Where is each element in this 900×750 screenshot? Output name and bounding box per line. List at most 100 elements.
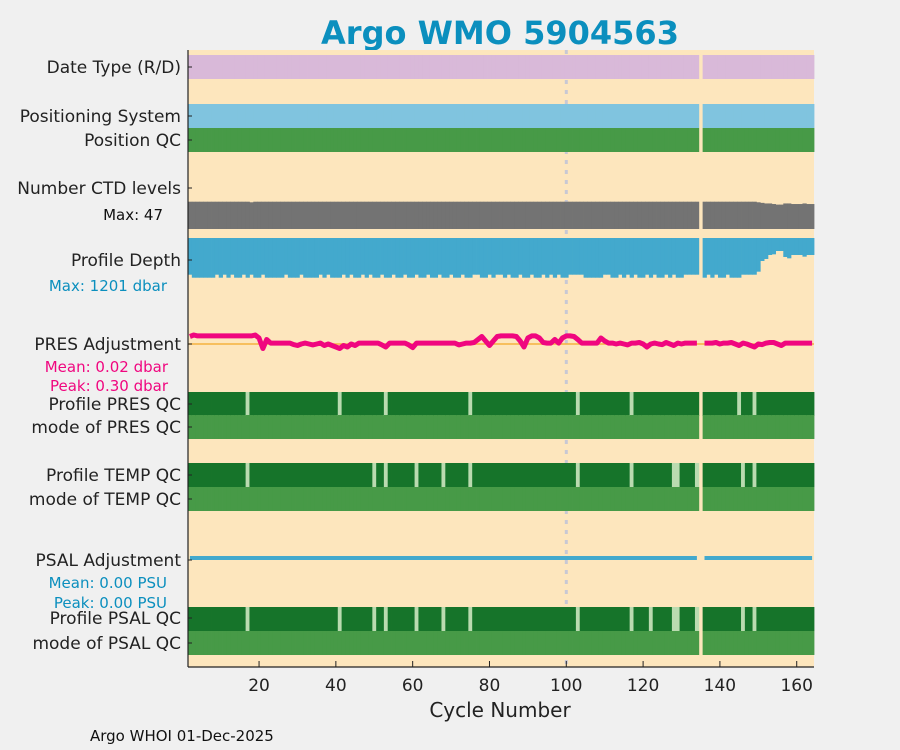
position-qc-cell (648, 128, 654, 152)
position-qc-cell (360, 128, 366, 152)
profile-depth-bar (230, 238, 235, 275)
profile-psal-qc-cell (372, 607, 377, 631)
mode-psal-qc-cell (237, 631, 243, 655)
date-type-cell (771, 55, 776, 79)
positioning-system-cell (502, 104, 508, 128)
date-type-cell (598, 55, 604, 79)
profile-psal-qc-cell (276, 607, 281, 631)
profile-temp-qc-cell (437, 463, 442, 487)
mode-psal-qc-cell (625, 631, 631, 655)
profile-pres-qc-cell (545, 392, 550, 416)
profile-depth-bar (545, 238, 550, 278)
mode-psal-qc-cell (748, 631, 753, 655)
mode-temp-qc-cell (687, 487, 692, 511)
mode-temp-qc-cell (314, 487, 319, 511)
profile-psal-qc-cell (506, 607, 512, 631)
mode-pres-qc-cell (449, 415, 454, 439)
profile-psal-qc-cell (660, 607, 665, 631)
ctd-levels-bar (787, 203, 792, 229)
profile-temp-qc-cell (406, 463, 412, 487)
profile-pres-qc-cell (268, 392, 273, 416)
positioning-system-cell (518, 104, 523, 128)
mode-temp-qc-cell (287, 487, 293, 511)
profile-psal-qc-cell (418, 607, 423, 631)
date-type-cell (691, 55, 696, 79)
mode-psal-qc-cell (349, 631, 354, 655)
positioning-system-cell (284, 104, 289, 128)
ctd-levels-bar (502, 201, 508, 229)
position-qc-cell (729, 128, 734, 152)
row-label-profile-pres-qc: Profile PRES QC (48, 395, 181, 415)
profile-psal-qc-cell (218, 607, 223, 631)
mode-psal-qc-cell (568, 631, 573, 655)
mode-pres-qc-cell (694, 415, 700, 439)
date-type-cell (295, 55, 300, 79)
date-type-cell (641, 55, 646, 79)
position-qc-cell (452, 128, 458, 152)
profile-temp-qc-cell (760, 463, 765, 487)
profile-pres-qc-cell (625, 392, 631, 416)
date-type-cell (767, 55, 773, 79)
mode-temp-qc-cell (656, 487, 661, 511)
positioning-system-cell (767, 104, 773, 128)
x-tick-label: 60 (402, 676, 424, 696)
mode-psal-qc-cell (445, 631, 450, 655)
position-qc-cell (387, 128, 392, 152)
profile-psal-qc-cell (410, 607, 415, 631)
profile-psal-qc-cell (245, 607, 250, 631)
mode-pres-qc-cell (303, 415, 308, 439)
profile-depth-bar (660, 238, 665, 278)
mode-temp-qc-cell (433, 487, 439, 511)
date-type-cell (522, 55, 527, 79)
position-qc-cell (810, 128, 815, 152)
profile-psal-qc-cell (380, 607, 385, 631)
mode-psal-qc-cell (556, 631, 561, 655)
mode-temp-qc-cell (572, 487, 577, 511)
profile-pres-qc-cell (449, 392, 454, 416)
profile-temp-qc-cell (399, 463, 404, 487)
positioning-system-cell (307, 104, 312, 128)
mode-psal-qc-cell (741, 631, 746, 655)
mode-pres-qc-cell (598, 415, 604, 439)
profile-psal-qc-cell (806, 607, 811, 631)
profile-pres-qc-cell (272, 392, 277, 416)
mode-psal-qc-cell (725, 631, 730, 655)
ctd-levels-bar (460, 201, 465, 229)
profile-depth-bar (195, 238, 200, 278)
ctd-levels-bar (802, 203, 807, 229)
mode-pres-qc-cell (798, 415, 803, 439)
profile-temp-qc-cell (687, 463, 692, 487)
mode-temp-qc-cell (564, 487, 569, 511)
ctd-levels-bar (545, 201, 550, 229)
mode-psal-qc-cell (230, 631, 235, 655)
ctd-levels-bar (656, 201, 661, 229)
position-qc-cell (691, 128, 696, 152)
profile-pres-qc-cell (522, 392, 527, 416)
mode-psal-qc-cell (476, 631, 481, 655)
profile-psal-qc-cell (226, 607, 231, 631)
profile-pres-qc-cell (633, 392, 638, 416)
position-qc-cell (764, 128, 769, 152)
mode-pres-qc-cell (664, 415, 669, 439)
profile-pres-qc-cell (499, 392, 504, 416)
profile-psal-qc-cell (514, 607, 519, 631)
position-qc-cell (337, 128, 343, 152)
profile-pres-qc-cell (779, 392, 784, 416)
date-type-cell (241, 55, 247, 79)
positioning-system-cell (280, 104, 285, 128)
date-type-cell (245, 55, 250, 79)
date-type-cell (741, 55, 746, 79)
mode-psal-qc-cell (284, 631, 289, 655)
mode-psal-qc-cell (214, 631, 220, 655)
position-qc-cell (272, 128, 277, 152)
profile-psal-qc-cell (307, 607, 312, 631)
positioning-system-cell (549, 104, 554, 128)
ctd-levels-bar (668, 201, 673, 229)
positioning-system-cell (260, 104, 266, 128)
ctd-levels-bar (191, 201, 197, 229)
profile-pres-qc-cell (664, 392, 669, 416)
mode-temp-qc-cell (729, 487, 734, 511)
profile-pres-qc-cell (433, 392, 439, 416)
ctd-levels-bar (307, 201, 312, 229)
ctd-levels-bar (414, 201, 419, 229)
